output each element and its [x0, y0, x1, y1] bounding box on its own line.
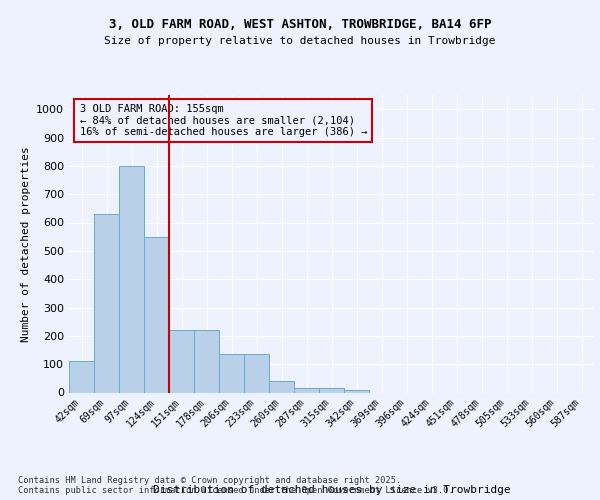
Bar — [69, 362, 94, 392]
Bar — [344, 390, 369, 392]
Bar — [319, 388, 344, 392]
Bar — [269, 380, 294, 392]
Bar — [144, 237, 169, 392]
Bar — [219, 354, 244, 393]
Y-axis label: Number of detached properties: Number of detached properties — [20, 146, 31, 342]
Bar — [169, 330, 194, 392]
Text: 3, OLD FARM ROAD, WEST ASHTON, TROWBRIDGE, BA14 6FP: 3, OLD FARM ROAD, WEST ASHTON, TROWBRIDG… — [109, 18, 491, 30]
Bar — [119, 166, 144, 392]
Bar — [94, 214, 119, 392]
Text: Contains HM Land Registry data © Crown copyright and database right 2025.
Contai: Contains HM Land Registry data © Crown c… — [18, 476, 454, 495]
Bar — [244, 354, 269, 393]
Text: 3 OLD FARM ROAD: 155sqm
← 84% of detached houses are smaller (2,104)
16% of semi: 3 OLD FARM ROAD: 155sqm ← 84% of detache… — [79, 104, 367, 137]
Bar — [294, 388, 319, 392]
X-axis label: Distribution of detached houses by size in Trowbridge: Distribution of detached houses by size … — [152, 485, 511, 495]
Bar — [194, 330, 219, 392]
Text: Size of property relative to detached houses in Trowbridge: Size of property relative to detached ho… — [104, 36, 496, 46]
